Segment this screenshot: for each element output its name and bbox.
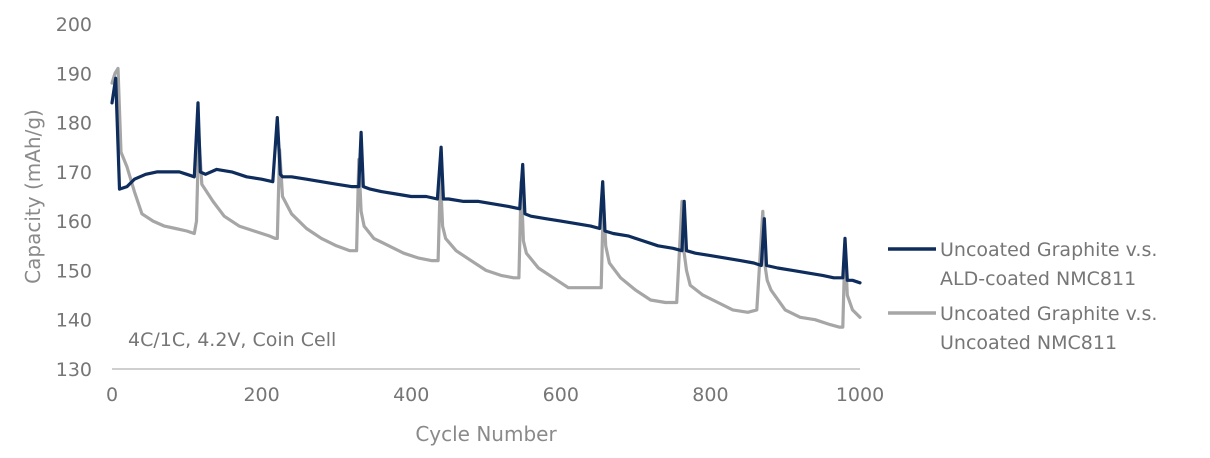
legend-label-1-line-1: Uncoated Graphite v.s. <box>940 239 1157 261</box>
legend-label-1-line-2: ALD-coated NMC811 <box>940 268 1136 290</box>
x-tick-label: 600 <box>543 384 579 406</box>
x-tick-label: 0 <box>106 384 118 406</box>
x-tick-label: 400 <box>393 384 429 406</box>
y-tick-label: 190 <box>56 63 92 85</box>
y-tick-label: 150 <box>56 260 92 282</box>
series-line-2 <box>110 66 862 329</box>
x-axis-ticks: 0 200 400 600 800 1000 <box>106 384 884 406</box>
series-line-1 <box>110 76 862 285</box>
x-tick-label: 1000 <box>836 384 884 406</box>
condition-annotation: 4C/1C, 4.2V, Coin Cell <box>128 329 336 351</box>
x-axis-title: Cycle Number <box>415 422 557 446</box>
y-tick-label: 130 <box>56 359 92 381</box>
y-tick-label: 160 <box>56 211 92 233</box>
plot-lines <box>110 66 862 329</box>
y-tick-label: 180 <box>56 113 92 135</box>
y-tick-label: 170 <box>56 162 92 184</box>
y-tick-label: 200 <box>56 14 92 36</box>
x-tick-label: 200 <box>243 384 279 406</box>
x-tick-label: 800 <box>692 384 728 406</box>
legend: Uncoated Graphite v.s. ALD-coated NMC811 U… <box>888 239 1157 354</box>
legend-label-2-line-1: Uncoated Graphite v.s. <box>940 303 1157 325</box>
y-axis-ticks: 130 140 150 160 170 180 190 200 <box>56 14 92 381</box>
y-axis-title: Capacity (mAh/g) <box>21 109 45 284</box>
legend-label-2-line-2: Uncoated NMC811 <box>940 332 1117 354</box>
y-tick-label: 140 <box>56 310 92 332</box>
